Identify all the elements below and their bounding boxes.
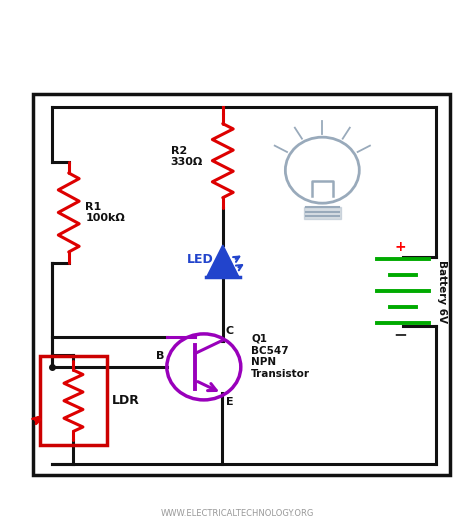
- Text: LED: LED: [187, 253, 213, 266]
- Text: R2
330Ω: R2 330Ω: [171, 146, 203, 167]
- Text: WWW.ELECTRICALTECHNOLOGY.ORG: WWW.ELECTRICALTECHNOLOGY.ORG: [160, 510, 314, 518]
- Bar: [33, 94, 450, 475]
- Text: +: +: [395, 240, 406, 254]
- Text: E: E: [226, 398, 233, 407]
- Polygon shape: [207, 245, 239, 277]
- Text: B: B: [156, 351, 164, 361]
- Text: LDR: LDR: [112, 394, 140, 407]
- Text: −: −: [393, 325, 408, 343]
- Text: Q1
BC547
NPN
Transistor: Q1 BC547 NPN Transistor: [251, 334, 310, 379]
- Text: Battery 6V: Battery 6V: [437, 259, 447, 322]
- Bar: [40, 356, 107, 445]
- Text: (Using LDR & Transistor): (Using LDR & Transistor): [135, 54, 339, 69]
- Text: R1
100kΩ: R1 100kΩ: [85, 202, 125, 224]
- Text: Automatic Street Light Control Circuit: Automatic Street Light Control Circuit: [65, 19, 409, 34]
- Text: C: C: [226, 327, 234, 337]
